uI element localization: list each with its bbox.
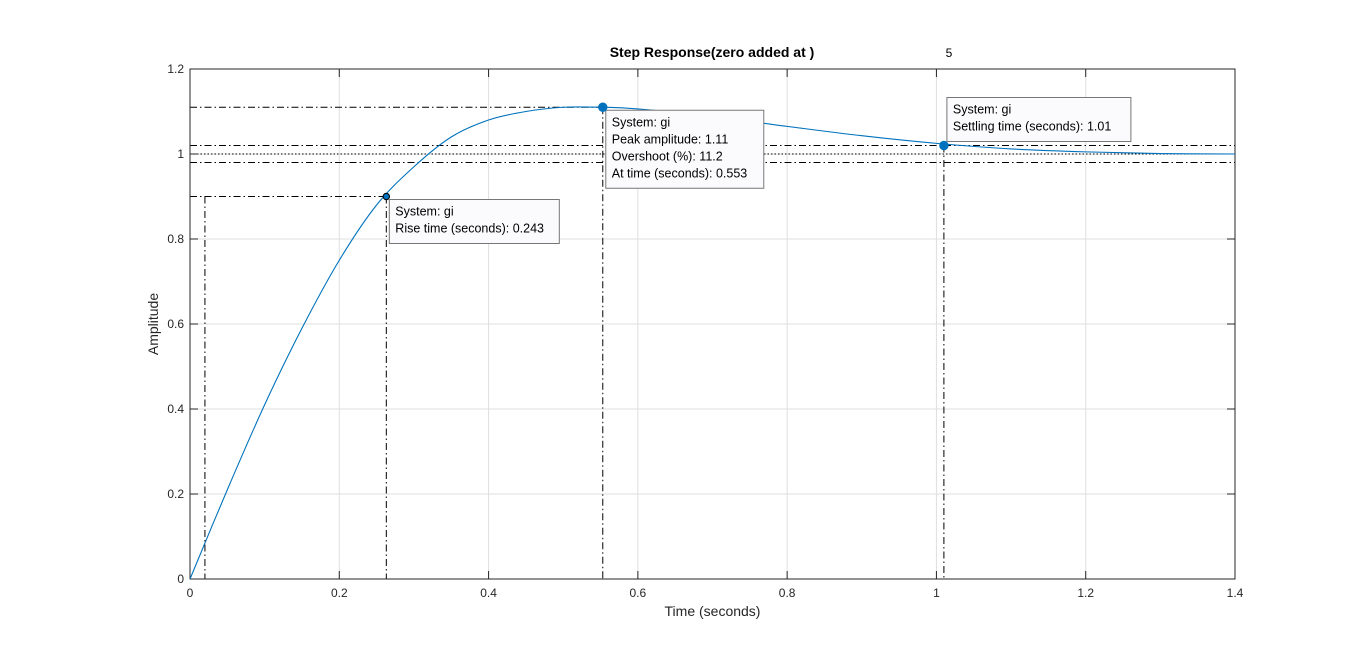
chart-title-suffix: 5 [946, 46, 953, 60]
x-tick-label: 0.2 [331, 586, 348, 600]
y-tick-label: 0.2 [167, 487, 184, 501]
y-tick-label: 0.8 [167, 232, 184, 246]
x-axis-ticks: 0 0.2 0.4 0.6 0.8 1 1.2 1.4 [187, 69, 1244, 600]
x-tick-label: 0.6 [630, 586, 647, 600]
y-axis-label: Amplitude [145, 293, 161, 355]
series-line [189, 106, 1236, 580]
datatip-box [388, 199, 560, 244]
datatip-text: Overshoot (%): 11.2 [612, 149, 723, 163]
x-tick-label: 1 [933, 586, 940, 600]
datatip-marker[interactable] [598, 102, 608, 112]
x-tick-label: 1.4 [1227, 586, 1244, 600]
y-tick-label: 0.4 [167, 402, 184, 416]
datatip-marker[interactable] [382, 192, 391, 201]
datatip-rise[interactable]: System: gi Rise time (seconds): 0.243 [382, 192, 560, 244]
x-tick-label: 0.8 [779, 586, 796, 600]
datatip-text: System: gi [953, 103, 1011, 117]
series-group [189, 106, 1236, 580]
chart-title: Step Response(zero added at ) [610, 44, 815, 60]
x-tick-label: 1.2 [1077, 586, 1094, 600]
x-tick-label: 0.4 [480, 586, 497, 600]
datatip-box [605, 109, 765, 189]
y-tick-label: 0 [177, 572, 184, 586]
datatip-text: Settling time (seconds): 1.01 [953, 120, 1111, 134]
datatip-box [946, 97, 1132, 142]
datatip-text: Rise time (seconds): 0.243 [395, 222, 544, 236]
datatip-text: Peak amplitude: 1.11 [612, 132, 729, 146]
y-tick-label: 1.2 [167, 62, 184, 76]
x-tick-label: 0 [187, 586, 194, 600]
y-tick-label: 0.6 [167, 317, 184, 331]
datatip-text: At time (seconds): 0.553 [612, 166, 748, 180]
datatip-text: System: gi [612, 115, 670, 129]
datatip-settling[interactable]: System: gi Settling time (seconds): 1.01 [939, 97, 1132, 151]
x-axis-label: Time (seconds) [665, 603, 761, 619]
datatip-marker[interactable] [939, 140, 949, 151]
datatip-peak[interactable]: System: gi Peak amplitude: 1.11 Overshoot … [598, 102, 765, 189]
datatip-text: System: gi [395, 205, 453, 219]
y-axis-ticks: 0 0.2 0.4 0.6 0.8 1 1.2 [167, 62, 1235, 586]
y-tick-label: 1 [177, 147, 184, 161]
